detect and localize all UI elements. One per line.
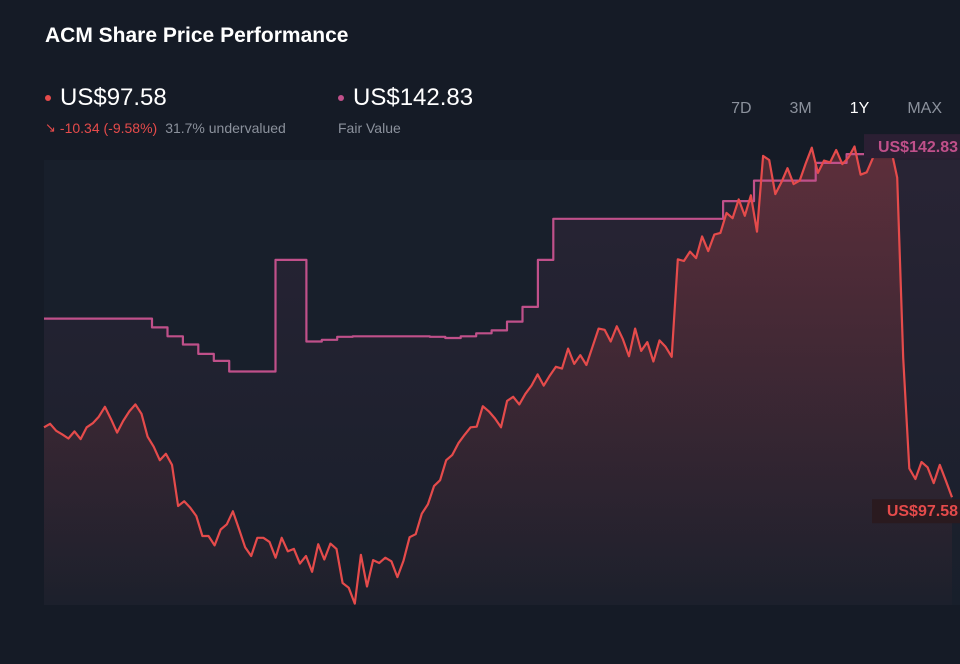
price-line: [43, 144, 954, 605]
range-1y-button[interactable]: 1Y: [849, 100, 870, 117]
fair-value-block: US$142.83 Fair Value: [338, 84, 473, 136]
fair-value-end-label: US$142.83: [878, 139, 958, 156]
valuation-status: 31.7% undervalued: [165, 120, 286, 136]
price-area: [44, 145, 952, 606]
range-max-button[interactable]: MAX: [907, 100, 942, 117]
chart-title: ACM Share Price Performance: [45, 24, 349, 47]
price-end-tag: US$97.58: [872, 499, 960, 524]
fair-value-label: Fair Value: [338, 120, 401, 136]
range-3m-button[interactable]: 3M: [789, 100, 812, 117]
current-price-block: US$97.58 ↘ -10.34 (-9.58%) 31.7% underva…: [45, 84, 286, 136]
time-range-selector: 7D 3M 1Y MAX: [693, 100, 942, 118]
fair-value-price: US$142.83: [353, 84, 474, 111]
fair-value-end-tag: US$142.83: [864, 134, 960, 159]
range-7d-button[interactable]: 7D: [731, 100, 752, 117]
fair-value-line: [44, 153, 960, 373]
price-dot-icon: [45, 95, 51, 101]
current-price: US$97.58: [60, 84, 167, 111]
price-change: -10.34 (-9.58%): [59, 120, 158, 136]
price-end-label: US$97.58: [887, 503, 958, 520]
arrow-down-right-icon: ↘: [45, 120, 56, 135]
fair-value-dot-icon: [338, 95, 344, 101]
